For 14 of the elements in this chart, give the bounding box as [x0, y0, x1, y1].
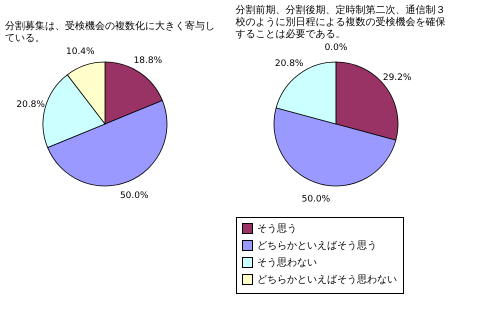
chart-title: 分割前期、分割後期、定時制第二次、通信制３校のように別日程による複数の受検機会を確保することは必要である。 [234, 4, 446, 40]
data-label: 50.0% [120, 191, 149, 202]
data-label: 50.0% [302, 194, 331, 204]
data-label: 20.8% [274, 58, 304, 69]
legend-label: どちらかといえばそう思わない [257, 274, 397, 286]
data-label: 29.2% [382, 73, 412, 84]
data-label: 18.8% [134, 56, 163, 66]
legend-label: そう思わない [257, 258, 317, 268]
legend-label: そう思う [257, 224, 297, 234]
text: 0.0% [324, 43, 348, 53]
legend-label: どちらかといえばそう思う [257, 240, 377, 252]
chart-title: 分割募集は、受検機会の複数化に大きく寄与している。 [5, 20, 215, 44]
data-label: 10.4% [66, 47, 96, 58]
data-label: 20.8% [16, 100, 46, 110]
